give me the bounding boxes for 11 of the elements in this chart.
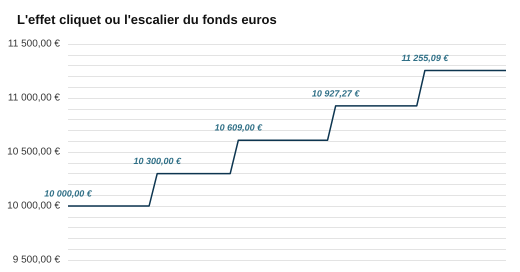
y-tick-label: 9 500,00 € [12, 254, 60, 266]
data-label: 10 927,27 € [312, 88, 360, 98]
y-tick-label: 10 000,00 € [7, 200, 60, 212]
y-tick-label: 10 500,00 € [7, 146, 60, 158]
data-label: 11 255,09 € [401, 52, 450, 63]
data-label: 10 300,00 € [133, 156, 182, 166]
data-label: 10 000,00 € [44, 188, 93, 198]
y-tick-label: 11 000,00 € [8, 92, 60, 104]
chart-title: L'effet cliquet ou l'escalier du fonds euros [17, 12, 277, 27]
data-label: 10 609,00 € [214, 122, 264, 133]
y-tick-label: 11 500,00 € [8, 38, 60, 50]
